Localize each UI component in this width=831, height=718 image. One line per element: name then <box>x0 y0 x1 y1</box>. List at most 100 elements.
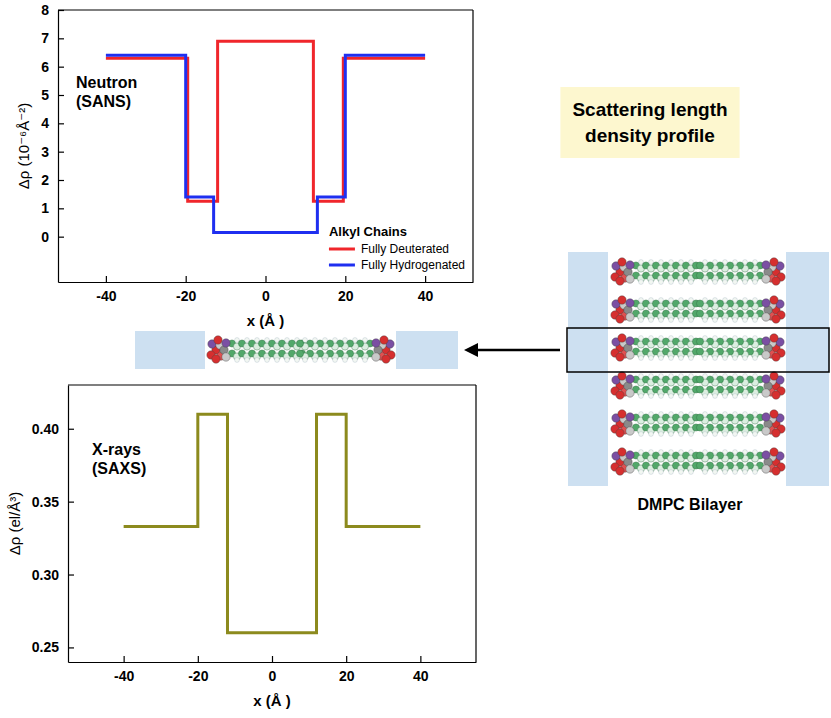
head-atom <box>770 258 778 266</box>
head-atom <box>762 299 770 307</box>
x-tick: 20 <box>338 276 354 304</box>
hydrogen-atom <box>753 280 758 285</box>
head-atom <box>372 353 380 361</box>
hydrogen-atom <box>713 432 718 437</box>
head-atom <box>618 448 626 456</box>
hydrogen-atom <box>689 394 694 399</box>
x-tick-label: 40 <box>413 668 429 684</box>
annotation-line: Neutron <box>76 74 137 91</box>
head-atom <box>380 336 388 344</box>
y-tick-mark <box>68 429 74 430</box>
y-tick: 3 <box>41 144 64 160</box>
x-tick-label: 0 <box>262 288 270 304</box>
frame-top <box>68 384 476 385</box>
hydrogen-atom <box>659 356 664 361</box>
hydrogen-atom <box>689 318 694 323</box>
diagram: Scattering lengthdensity profileDMPC Bil… <box>135 87 829 513</box>
y-tick-label: 2 <box>41 172 49 188</box>
hydrogen-atom <box>649 432 654 437</box>
chart: -40-20020400.250.300.350.40x (Å )Δρ (el/… <box>6 385 477 709</box>
x-tick-mark <box>346 656 347 662</box>
x-tick: -20 <box>188 656 208 684</box>
head-atom <box>222 353 230 361</box>
head-atom <box>770 448 778 456</box>
hydrogen-atom <box>313 358 318 363</box>
head-atom <box>772 315 780 323</box>
head-atom <box>626 313 634 321</box>
hydrogen-atom <box>639 470 644 475</box>
lipid <box>207 336 306 363</box>
lipid <box>696 334 785 361</box>
hydrogen-atom <box>723 356 728 361</box>
hydrogen-atom <box>669 432 674 437</box>
hydrogen-atom <box>703 432 708 437</box>
head-atom <box>772 277 780 285</box>
series-line <box>124 414 421 633</box>
chain-atom <box>696 376 703 383</box>
diagram-title: Scattering lengthdensity profile <box>572 99 727 146</box>
strip-water-left <box>135 331 205 369</box>
hydrogen-atom <box>235 358 240 363</box>
lipid <box>696 296 785 323</box>
hydrogen-atom <box>703 318 708 323</box>
hydrogen-atom <box>713 470 718 475</box>
lipid <box>696 410 785 437</box>
hydrogen-atom <box>743 280 748 285</box>
chain-atom <box>696 300 703 307</box>
head-atom <box>618 410 626 418</box>
hydrogen-atom <box>743 470 748 475</box>
x-tick-label: -20 <box>176 288 196 304</box>
diagram-title-line: Scattering length <box>572 99 727 120</box>
head-atom <box>762 337 770 345</box>
x-axis-line <box>69 662 477 663</box>
x-tick: -20 <box>176 276 196 304</box>
head-atom <box>212 355 220 363</box>
hydrogen-atom <box>703 356 708 361</box>
head-atom <box>626 465 634 473</box>
bilayer <box>567 252 829 486</box>
y-tick-label: 3 <box>41 144 49 160</box>
hydrogen-atom <box>689 432 694 437</box>
water-left <box>568 252 608 486</box>
head-atom <box>626 413 634 421</box>
lipid <box>611 334 700 361</box>
x-axis-title: x (Å ) <box>253 692 291 709</box>
head-atom <box>626 261 634 269</box>
head-atom <box>626 427 634 435</box>
y-tick-label: 1 <box>41 200 49 216</box>
x-axis-title: x (Å ) <box>247 312 285 329</box>
hydrogen-atom <box>743 318 748 323</box>
hydrogen-atom <box>689 280 694 285</box>
hydrogen-atom <box>285 358 290 363</box>
annotation-line: X-rays <box>92 441 141 458</box>
lipid <box>696 448 785 475</box>
x-tick: 0 <box>262 276 270 304</box>
y-tick-label: 0.30 <box>32 567 59 583</box>
water-right <box>786 252 829 486</box>
hydrogen-atom <box>295 358 300 363</box>
hydrogen-atom <box>679 432 684 437</box>
head-atom <box>616 353 624 361</box>
hydrogen-atom <box>713 394 718 399</box>
head-atom <box>222 339 230 347</box>
y-tick-label: 5 <box>41 87 49 103</box>
head-atom <box>626 389 634 397</box>
hydrogen-atom <box>649 318 654 323</box>
head-atom <box>770 296 778 304</box>
chain-atom <box>296 340 303 347</box>
y-tick: 4 <box>41 115 64 131</box>
lipid <box>611 296 700 323</box>
series-line <box>106 55 425 232</box>
head-atom <box>372 339 380 347</box>
y-tick: 0 <box>41 229 64 245</box>
x-tick-label: -20 <box>188 668 208 684</box>
y-tick: 0.40 <box>32 421 74 437</box>
hydrogen-atom <box>245 358 250 363</box>
hydrogen-atom <box>255 358 260 363</box>
y-tick: 0.30 <box>32 567 74 583</box>
hydrogen-atom <box>723 394 728 399</box>
legend-title: Alkyl Chains <box>329 224 407 239</box>
hydrogen-atom <box>689 356 694 361</box>
hydrogen-atom <box>669 280 674 285</box>
y-tick: 1 <box>41 200 64 216</box>
